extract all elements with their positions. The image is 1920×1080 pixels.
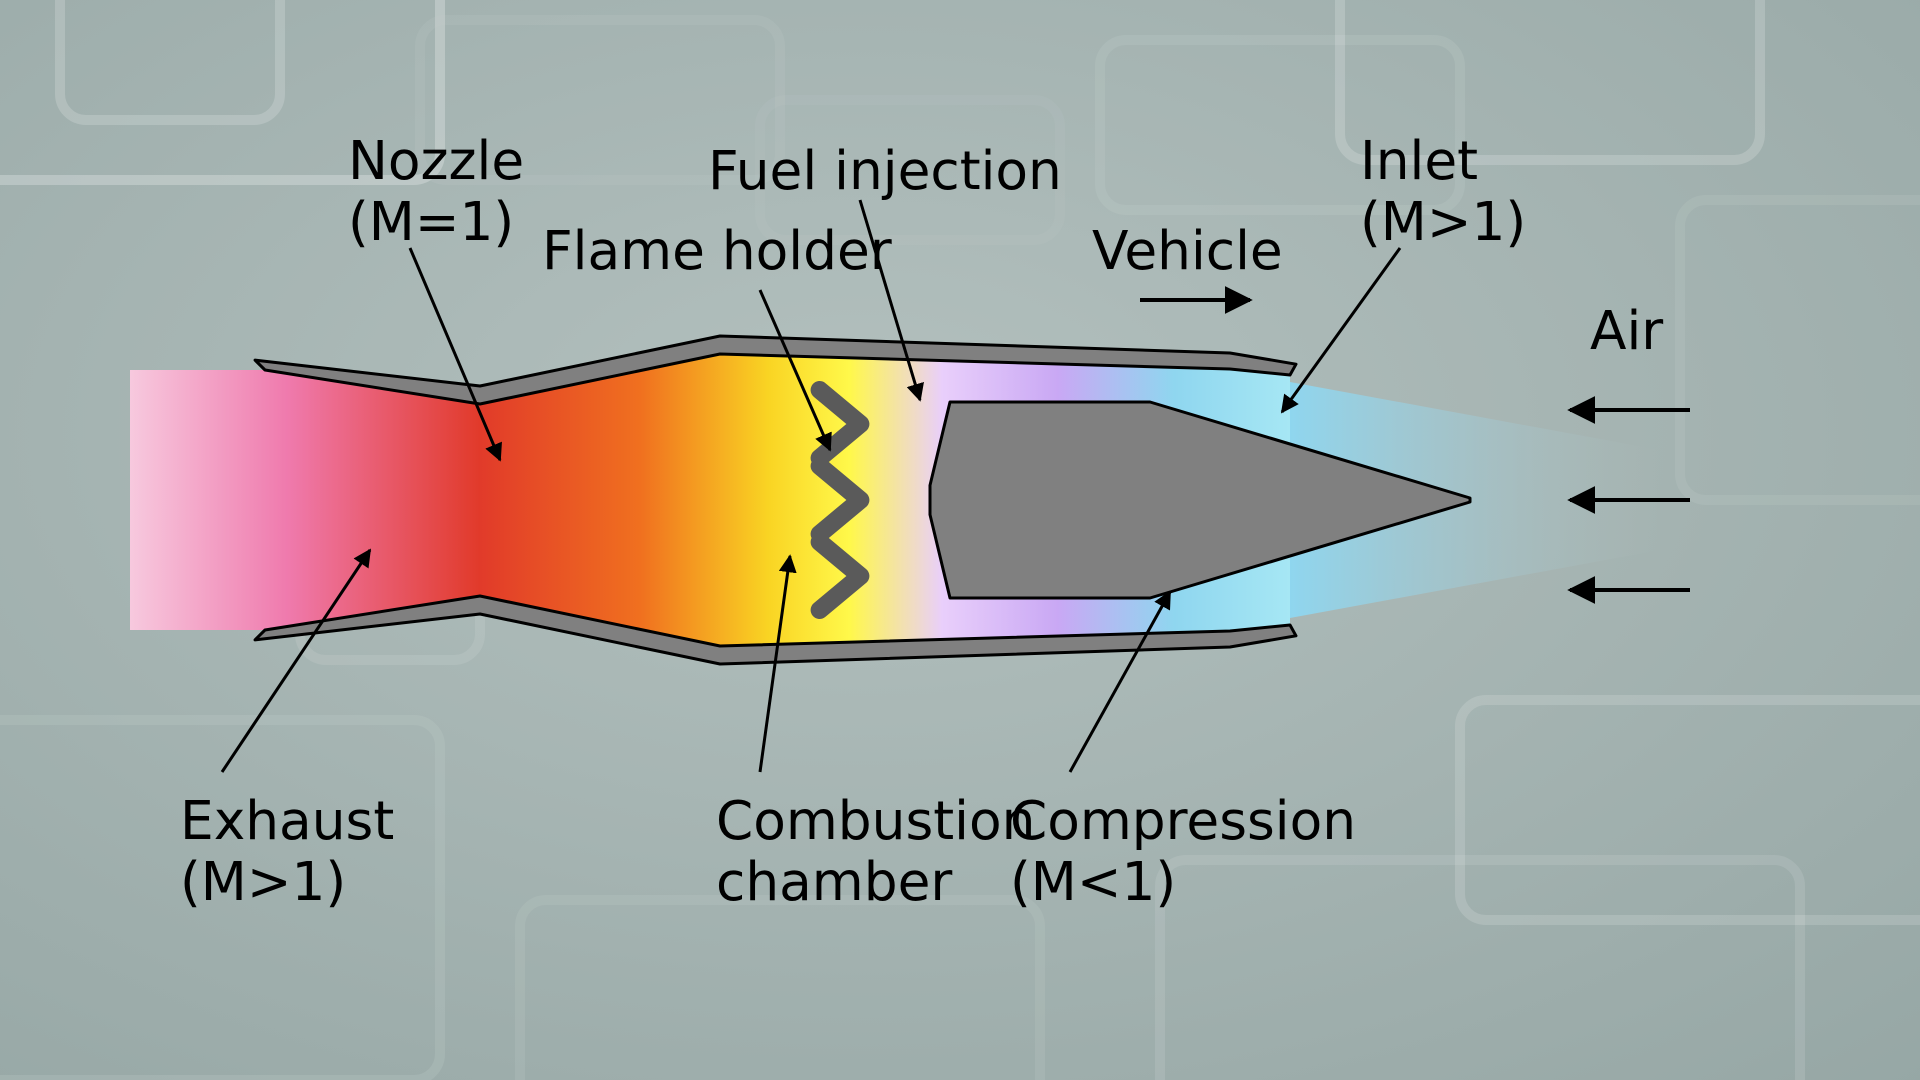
label-nozzle: Nozzle (M=1) [348,130,524,253]
label-compression: Compression (M<1) [1010,790,1356,913]
label-vehicle: Vehicle [1092,220,1283,281]
diagram-stage: Nozzle (M=1) Fuel injection Flame holder Ve… [0,0,1920,1080]
label-inlet: Inlet (M>1) [1360,130,1526,253]
label-combustion: Combustion chamber [716,790,1035,913]
label-air: Air [1590,300,1663,361]
label-flame: Flame holder [542,220,892,281]
label-fuel: Fuel injection [708,140,1062,201]
exhaust-plume [130,370,480,630]
pointer-inlet [1282,248,1400,412]
label-exhaust: Exhaust (M>1) [180,790,394,913]
